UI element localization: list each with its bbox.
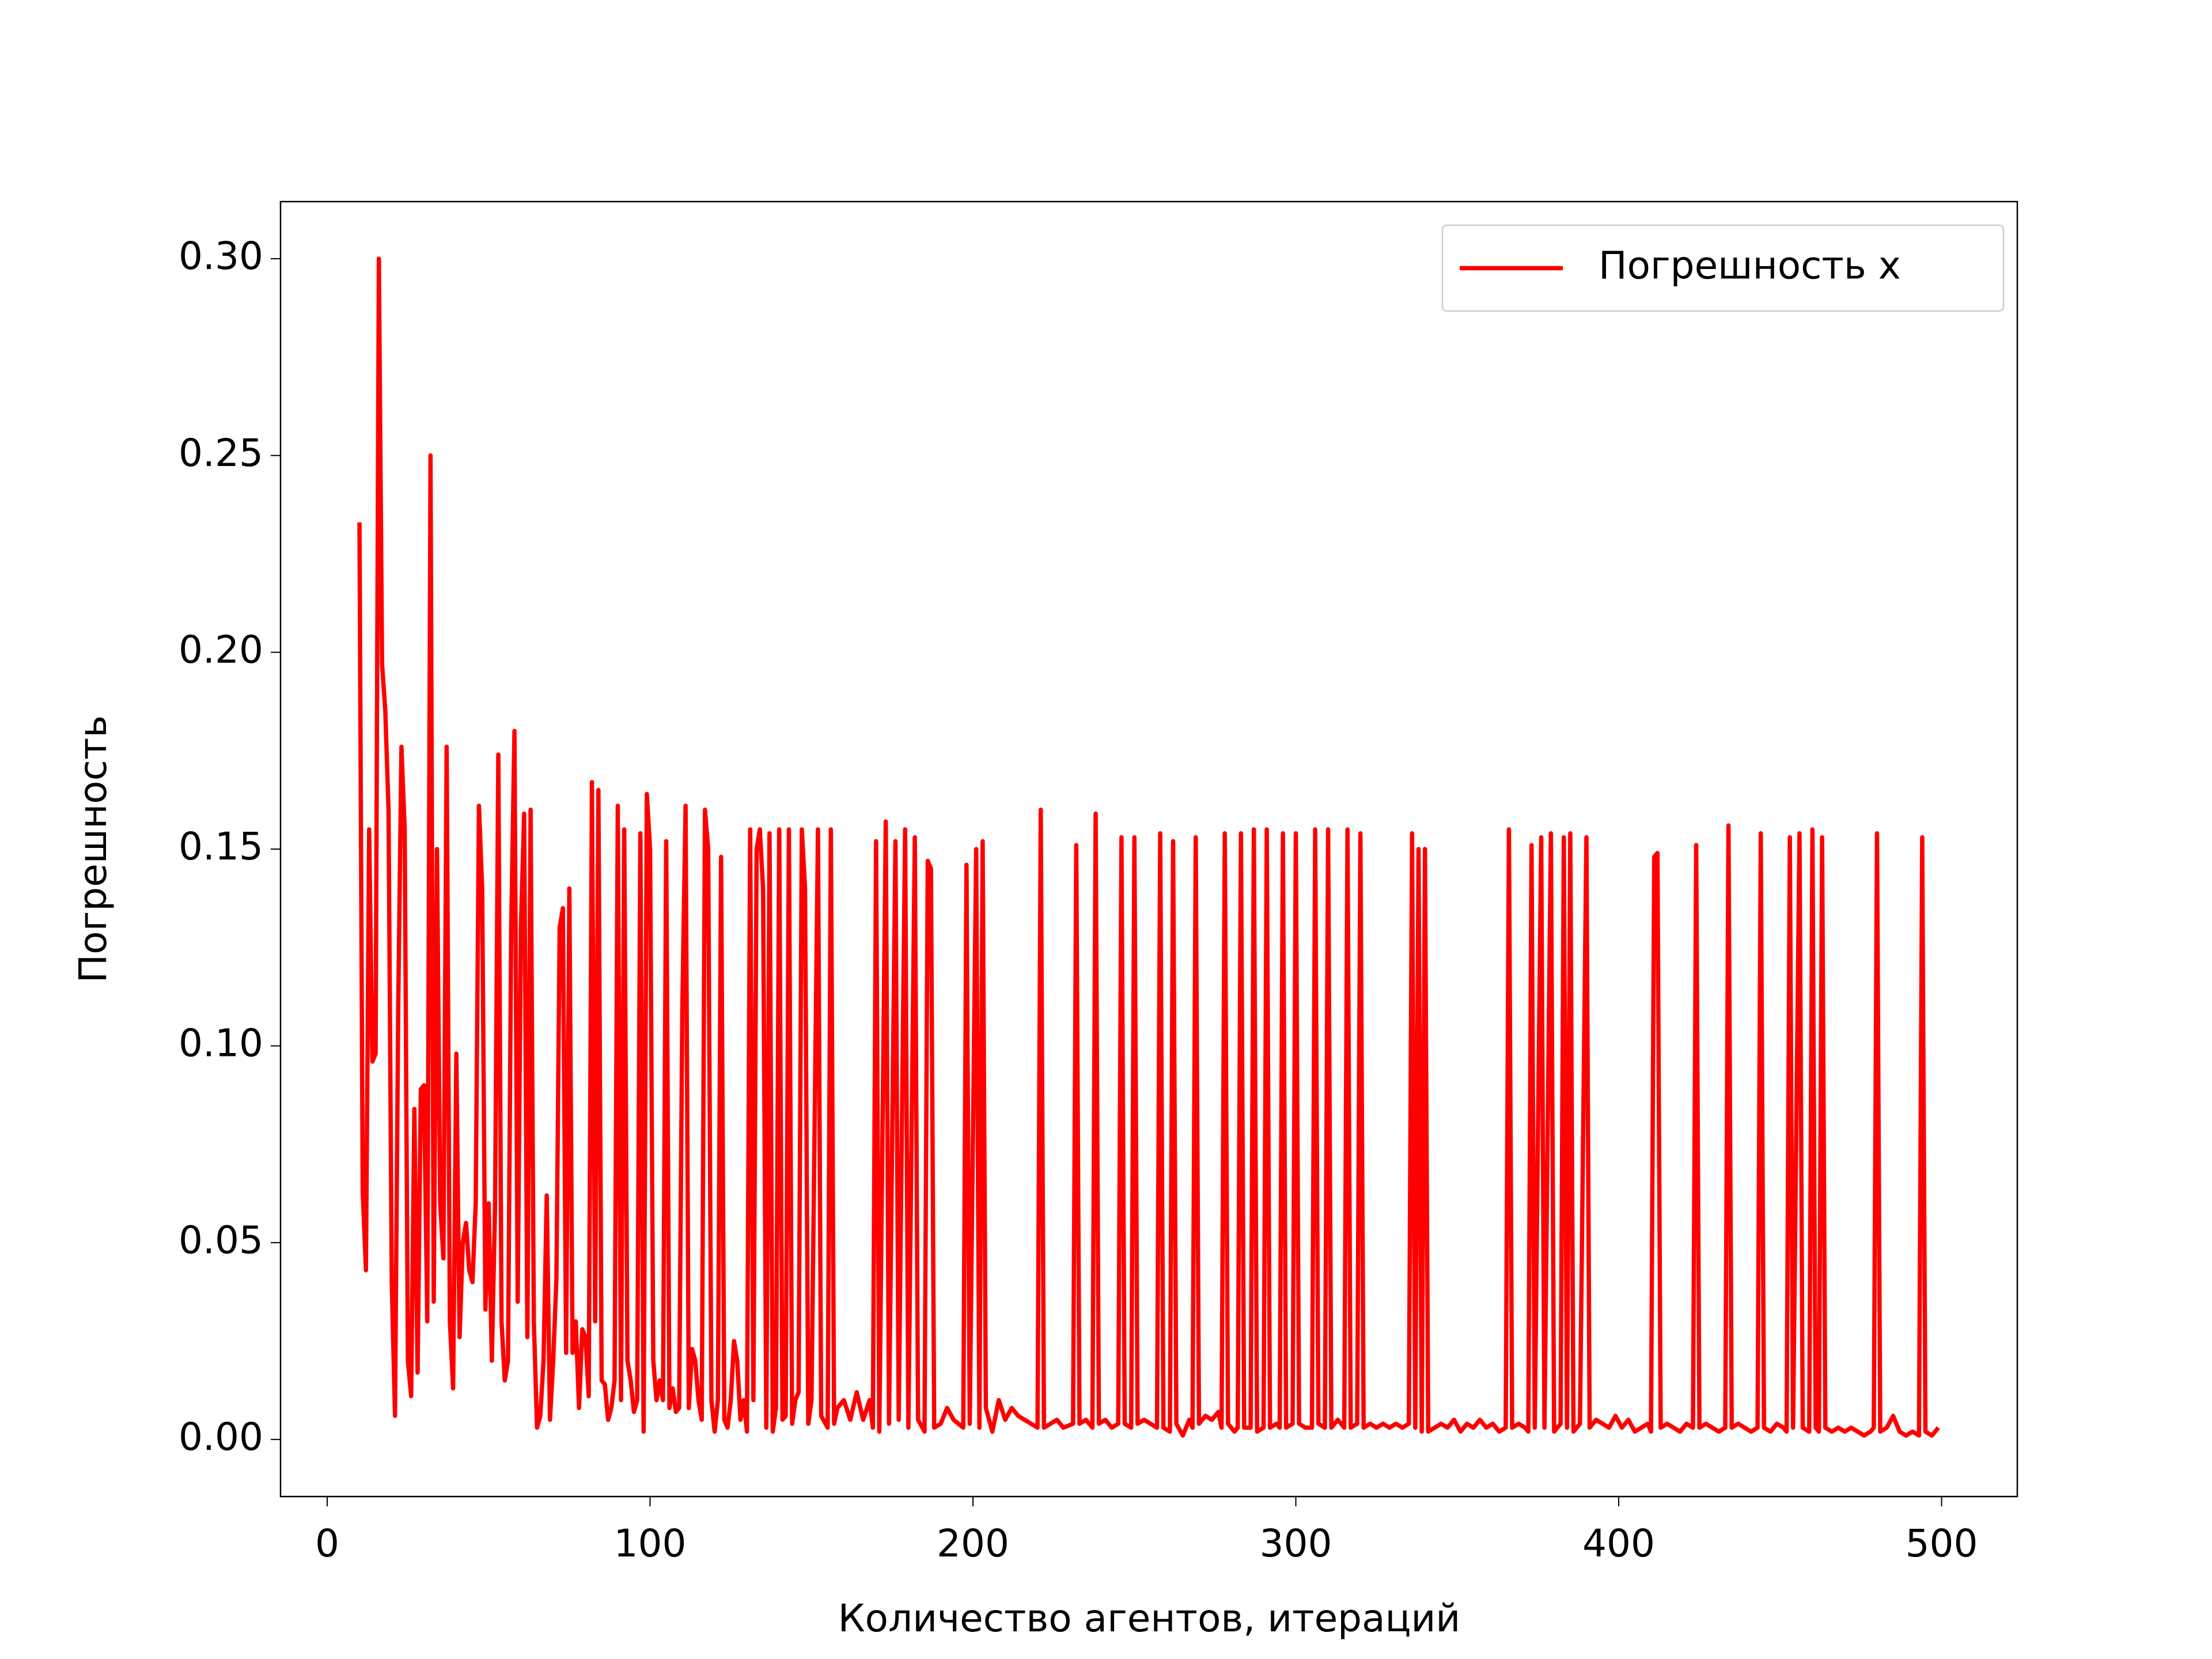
y-tick-label: 0.00 (179, 1415, 263, 1459)
y-tick-label: 0.30 (179, 234, 263, 278)
y-tick-label: 0.25 (179, 431, 263, 475)
y-tick-label: 0.15 (179, 824, 263, 869)
y-tick-label: 0.10 (179, 1021, 263, 1066)
data-line (357, 256, 1940, 1438)
x-tick-label: 200 (937, 1521, 1009, 1566)
x-tick-label: 500 (1906, 1521, 1978, 1566)
y-axis-label: Погрешность (71, 715, 115, 983)
x-tick-label: 100 (614, 1521, 687, 1566)
y-tick-label: 0.20 (179, 627, 263, 672)
x-tick-label: 300 (1260, 1521, 1332, 1566)
axes-frame (279, 200, 2018, 1498)
legend-box (1441, 224, 2005, 312)
x-axis-label: Количество агентов, итераций (838, 1596, 1460, 1641)
x-tick-label: 400 (1582, 1521, 1655, 1566)
x-tick-label: 0 (315, 1521, 339, 1566)
y-tick-label: 0.05 (179, 1218, 263, 1262)
legend-label: Погрешность x (1599, 244, 1901, 288)
